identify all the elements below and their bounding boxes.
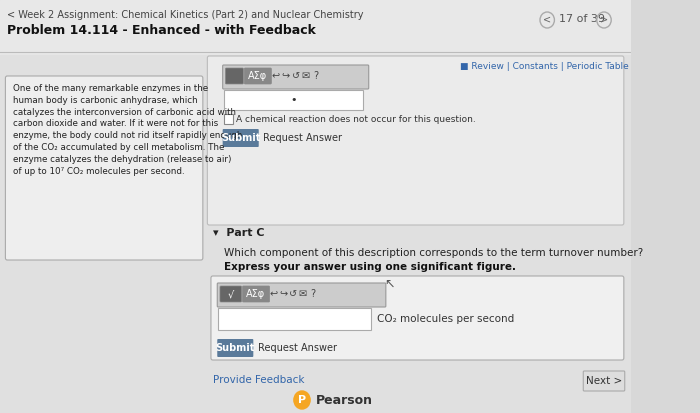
Text: CO₂ molecules per second: CO₂ molecules per second: [377, 314, 514, 324]
Text: ↩: ↩: [272, 71, 280, 81]
FancyBboxPatch shape: [225, 68, 244, 84]
FancyBboxPatch shape: [6, 76, 203, 260]
FancyBboxPatch shape: [223, 65, 369, 89]
Text: ↺: ↺: [289, 289, 297, 299]
Bar: [0, 55, 631, 413]
Text: Pearson: Pearson: [316, 394, 372, 406]
Text: < Week 2 Assignment: Chemical Kinetics (Part 2) and Nuclear Chemistry: < Week 2 Assignment: Chemical Kinetics (…: [7, 10, 364, 20]
Text: Next >: Next >: [586, 376, 622, 386]
Text: Submit: Submit: [221, 133, 260, 143]
FancyBboxPatch shape: [223, 90, 363, 110]
Text: ?: ?: [310, 289, 316, 299]
Text: AΣφ: AΣφ: [246, 289, 266, 299]
Text: <: <: [543, 15, 552, 25]
Text: AΣφ: AΣφ: [248, 71, 267, 81]
Text: Problem 14.114 - Enhanced - with Feedback: Problem 14.114 - Enhanced - with Feedbac…: [7, 24, 316, 37]
FancyBboxPatch shape: [223, 129, 259, 147]
FancyBboxPatch shape: [220, 286, 242, 302]
Text: A chemical reaction does not occur for this question.: A chemical reaction does not occur for t…: [236, 114, 476, 123]
Text: ✉: ✉: [299, 289, 307, 299]
Text: Which component of this description corresponds to the term turnover number?: Which component of this description corr…: [223, 248, 643, 258]
Text: Submit: Submit: [216, 343, 255, 353]
Text: Request Answer: Request Answer: [258, 343, 337, 353]
Text: ↖: ↖: [384, 278, 395, 291]
FancyBboxPatch shape: [211, 276, 624, 360]
Text: Request Answer: Request Answer: [263, 133, 342, 143]
Text: ↩: ↩: [269, 289, 277, 299]
Text: One of the many remarkable enzymes in the
human body is carbonic anhydrase, whic: One of the many remarkable enzymes in th…: [13, 84, 242, 176]
FancyBboxPatch shape: [583, 371, 624, 391]
FancyBboxPatch shape: [207, 56, 624, 225]
Text: ▾  Part C: ▾ Part C: [213, 228, 265, 238]
Text: ↪: ↪: [279, 289, 287, 299]
Text: ↪: ↪: [281, 71, 290, 81]
Circle shape: [294, 391, 310, 409]
Text: Provide Feedback: Provide Feedback: [213, 375, 304, 385]
FancyBboxPatch shape: [223, 114, 232, 124]
FancyBboxPatch shape: [242, 286, 270, 302]
Text: ↺: ↺: [292, 71, 300, 81]
Text: >: >: [600, 15, 608, 25]
Bar: [0, 0, 631, 55]
FancyBboxPatch shape: [217, 283, 386, 307]
FancyBboxPatch shape: [218, 308, 372, 330]
Text: ✉: ✉: [302, 71, 309, 81]
FancyBboxPatch shape: [217, 339, 253, 357]
FancyBboxPatch shape: [244, 68, 272, 84]
Text: P: P: [298, 395, 306, 405]
Text: ■ Review | Constants | Periodic Table: ■ Review | Constants | Periodic Table: [460, 62, 629, 71]
Text: ?: ?: [313, 71, 318, 81]
Text: •: •: [290, 95, 297, 105]
Text: √: √: [228, 289, 234, 299]
Text: Express your answer using one significant figure.: Express your answer using one significan…: [223, 262, 516, 272]
Text: 17 of 39: 17 of 39: [559, 14, 605, 24]
